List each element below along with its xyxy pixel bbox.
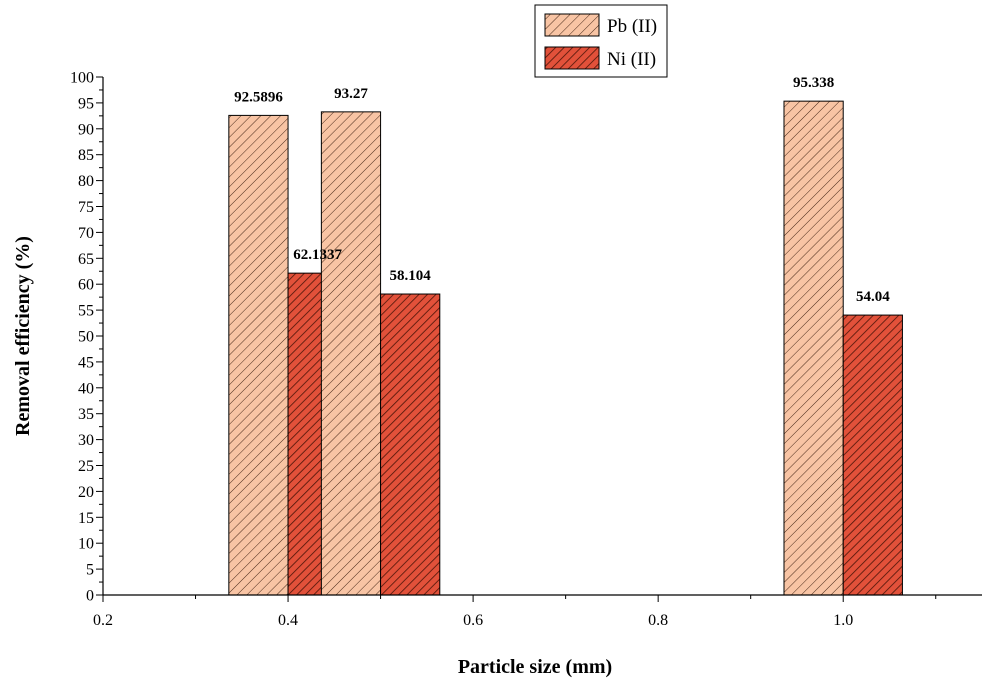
legend-label-pb: Pb (II) <box>607 16 657 37</box>
y-tick-label: 70 <box>78 225 94 242</box>
y-tick-label: 75 <box>78 199 94 216</box>
x-tick-label: 0.2 <box>93 612 113 629</box>
bar-value-label: 54.04 <box>856 289 890 305</box>
bars <box>228 100 903 596</box>
y-tick-label: 35 <box>78 406 94 423</box>
y-tick-label: 100 <box>70 70 94 87</box>
x-tick-label: 0.4 <box>278 612 298 629</box>
bar-pb-ii <box>320 111 382 596</box>
data-labels: 92.5896 62.1337 93.27 58.104 95.338 54.04 <box>234 75 890 305</box>
x-axis-title: Particle size (mm) <box>458 656 612 678</box>
y-tick-label: 55 <box>78 303 94 320</box>
y-tick-label: 40 <box>78 380 94 397</box>
y-tick-label: 50 <box>78 329 94 346</box>
y-tick-label: 60 <box>78 277 94 294</box>
y-tick-label: 10 <box>78 536 94 553</box>
y-tick-label: 45 <box>78 354 94 371</box>
bar-value-label: 92.5896 <box>234 89 283 105</box>
bar-pb-ii <box>228 114 289 596</box>
bar-ni-ii <box>380 293 441 596</box>
y-tick-label: 20 <box>78 484 94 501</box>
y-tick-label: 95 <box>78 95 94 112</box>
y-tick-label: 25 <box>78 458 94 475</box>
x-tick-label: 1.0 <box>833 612 853 629</box>
bar-ni-ii <box>842 314 903 596</box>
y-axis-title: Removal efficiency (%) <box>12 236 34 436</box>
bar-value-label: 58.104 <box>390 268 432 284</box>
legend-swatch-ni <box>544 46 600 70</box>
y-tick-label: 15 <box>78 510 94 527</box>
legend: Pb (II) Ni (II) <box>534 4 668 78</box>
x-tick-label: 0.8 <box>648 612 668 629</box>
bar-value-label: 95.338 <box>793 75 834 91</box>
y-tick-label: 5 <box>86 562 94 579</box>
y-axis-ticks: 0 5 10 15 20 25 30 35 40 45 50 55 60 65 70 75 80 85 90 95 10… <box>70 70 103 605</box>
y-tick-label: 65 <box>78 251 94 268</box>
legend-swatch-pb <box>544 13 600 37</box>
y-tick-label: 90 <box>78 121 94 138</box>
bar-value-label: 93.27 <box>334 86 368 102</box>
y-tick-label: 80 <box>78 173 94 190</box>
legend-label-ni: Ni (II) <box>607 49 656 70</box>
bar-value-label: 62.1337 <box>293 247 342 263</box>
x-axis-ticks: 0.2 0.4 0.6 0.8 1.0 <box>93 595 937 629</box>
x-tick-label: 0.6 <box>463 612 483 629</box>
y-tick-label: 85 <box>78 147 94 164</box>
y-tick-label: 30 <box>78 432 94 449</box>
bar-pb-ii <box>783 100 844 596</box>
y-tick-label: 0 <box>86 588 94 605</box>
